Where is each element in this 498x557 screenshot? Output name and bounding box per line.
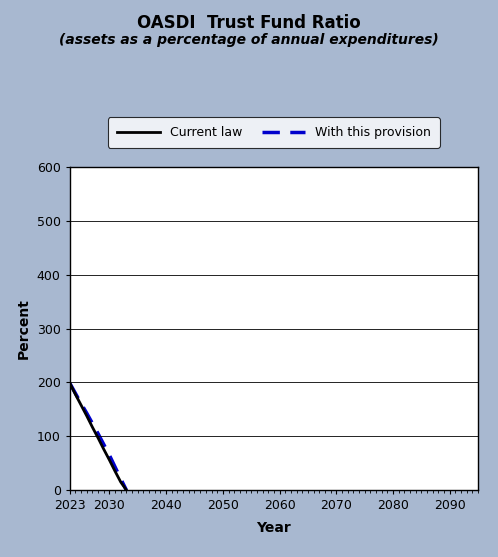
Text: (assets as a percentage of annual expenditures): (assets as a percentage of annual expend…: [59, 33, 439, 47]
Y-axis label: Percent: Percent: [17, 298, 31, 359]
Text: OASDI  Trust Fund Ratio: OASDI Trust Fund Ratio: [137, 14, 361, 32]
X-axis label: Year: Year: [256, 521, 291, 535]
Legend: Current law, With this provision: Current law, With this provision: [108, 118, 440, 148]
